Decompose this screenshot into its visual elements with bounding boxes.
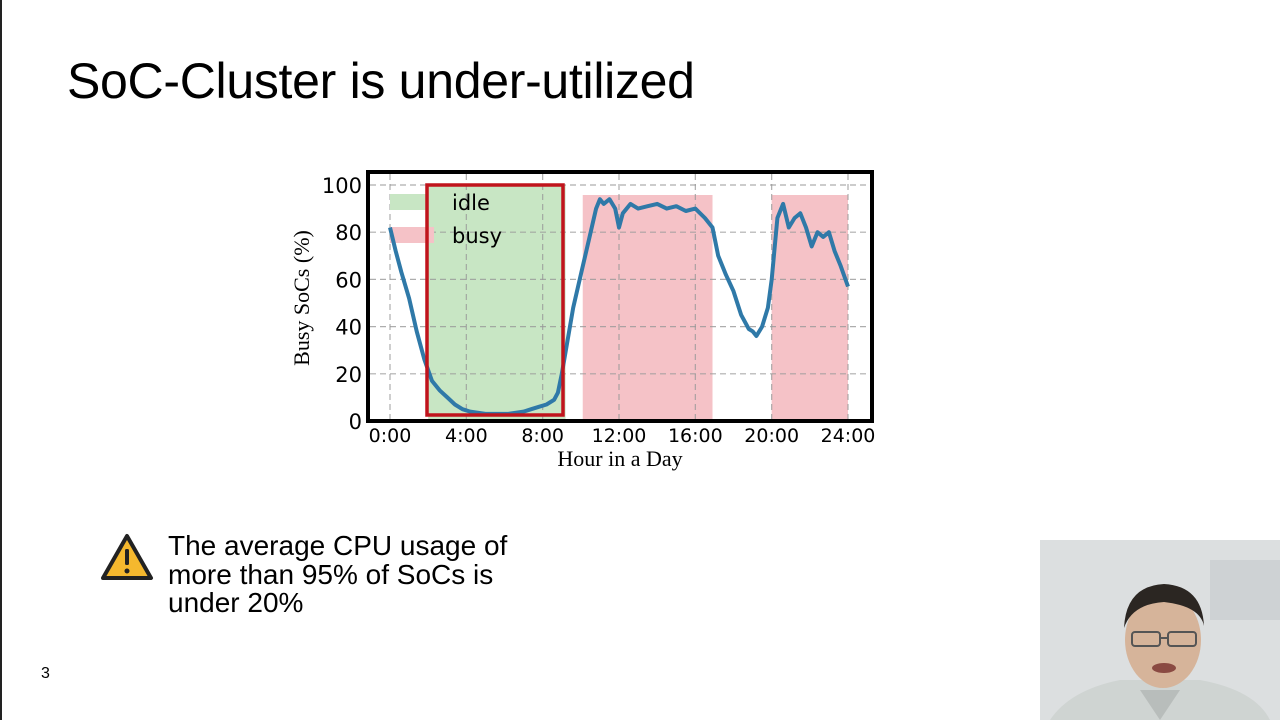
presenter-webcam xyxy=(1040,540,1280,720)
busy-region xyxy=(771,195,848,419)
legend-swatch-idle xyxy=(390,194,434,210)
chart-grid xyxy=(370,174,870,419)
y-tick: 20 xyxy=(335,363,362,387)
slide-title: SoC-Cluster is under-utilized xyxy=(67,53,695,109)
chart-legend: idle busy xyxy=(390,191,502,248)
legend-label-idle: idle xyxy=(452,191,490,215)
bullet-text: The average CPU usage of more than 95% o… xyxy=(168,530,588,618)
y-tick: 60 xyxy=(335,268,362,292)
slide-left-border xyxy=(0,0,2,720)
busy-socs-chart: idle busy 0:00 4:00 8:00 12:00 16:00 20:00 24:0… xyxy=(289,170,875,471)
y-tick: 40 xyxy=(335,316,362,340)
warning-icon xyxy=(101,534,153,580)
bullet-line: The average CPU usage of xyxy=(168,530,508,561)
legend-label-busy: busy xyxy=(452,224,502,248)
x-tick: 24:00 xyxy=(821,425,876,447)
plot-frame xyxy=(366,170,874,423)
slide-number: 3 xyxy=(41,665,50,682)
busy-socs-line xyxy=(388,197,850,416)
y-tick: 100 xyxy=(322,174,362,198)
y-tick: 80 xyxy=(335,221,362,245)
x-tick: 16:00 xyxy=(668,425,723,447)
x-axis-label: Hour in a Day xyxy=(557,446,682,471)
x-tick: 0:00 xyxy=(369,425,412,447)
idle-region xyxy=(428,185,566,419)
legend-swatch-busy xyxy=(390,227,434,243)
bullet-line: more than 95% of SoCs is xyxy=(168,558,494,590)
y-axis-label: Busy SoCs (%) xyxy=(289,230,314,366)
y-tick: 0 xyxy=(349,410,362,434)
x-tick: 8:00 xyxy=(521,425,564,447)
x-tick: 12:00 xyxy=(592,425,647,447)
x-tick: 20:00 xyxy=(744,425,799,447)
busy-region xyxy=(582,195,713,419)
presenter-silhouette-icon xyxy=(1040,540,1280,720)
x-tick: 4:00 xyxy=(445,425,488,447)
axis-ticks: 0:00 4:00 8:00 12:00 16:00 20:00 24:00 0 20 40 60 8… xyxy=(322,174,875,447)
bullet-line: under 20% xyxy=(168,587,304,618)
idle-highlight-box xyxy=(425,183,565,417)
